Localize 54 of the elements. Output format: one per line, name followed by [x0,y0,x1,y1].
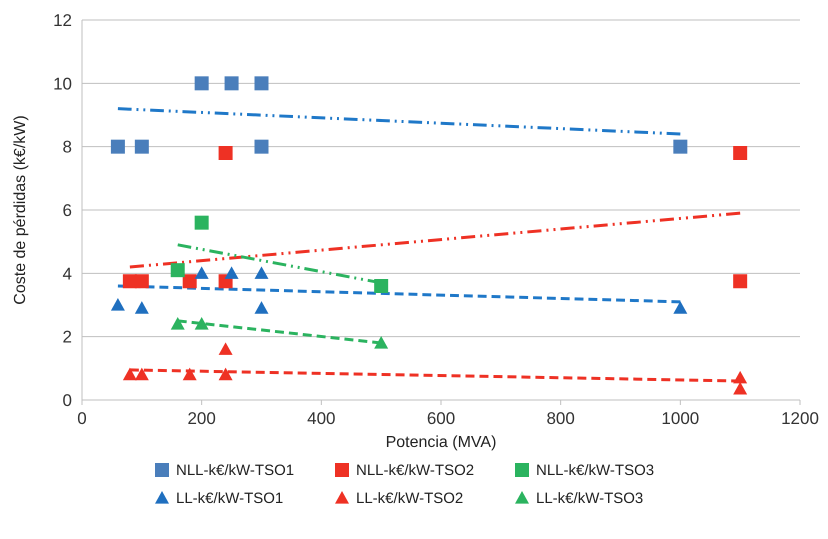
x-tick-label: 600 [426,409,456,428]
point [733,274,748,288]
legend-label: LL-k€/kW-TSO2 [356,490,464,507]
point [254,76,268,90]
y-axis-title: Coste de pérdidas (k€/kW) [12,115,29,305]
point [224,266,239,279]
legend-label: NLL-k€/kW-TSO2 [356,462,474,479]
x-tick-label: 400 [307,409,336,428]
point [194,76,209,90]
x-axis-title: Potencia (MVA) [386,434,496,451]
y-tick-label: 8 [62,138,72,157]
point [254,140,268,154]
y-tick-label: 10 [53,74,72,94]
point [182,368,197,380]
point [194,216,209,230]
point [374,279,388,293]
point [733,370,748,384]
x-tick-label: 200 [187,409,216,428]
legend-label: NLL-k€/kW-TSO1 [176,462,294,479]
point [110,140,125,154]
y-tick-label: 2 [62,328,72,347]
point [170,263,185,278]
point [673,140,688,154]
y-tick-label: 0 [62,391,72,410]
x-tick-label: 800 [546,409,575,428]
point [733,146,748,160]
point [134,301,149,314]
legend-label: LL-k€/kW-TSO3 [536,490,644,507]
y-tick-label: 4 [62,264,72,284]
point [254,266,268,279]
x-tick-label: 1200 [781,409,819,428]
point [170,317,185,330]
point [110,298,125,311]
point [182,274,197,288]
point [194,266,209,279]
point [224,76,239,90]
point [218,368,233,380]
y-tick-label: 6 [62,201,72,220]
point [134,274,149,288]
point [218,342,233,355]
point [122,368,137,380]
point [134,368,149,380]
point [218,146,233,160]
legend-label: NLL-k€/kW-TSO3 [536,462,654,479]
x-tick-label: 0 [77,409,87,428]
legend-label: LL-k€/kW-TSO1 [176,490,284,507]
point [194,317,209,330]
x-tick-label: 1000 [661,409,700,428]
point [673,301,688,314]
point [733,382,748,395]
point [374,336,388,349]
y-tick-label: 12 [53,11,72,30]
point [134,140,149,154]
point [254,301,268,314]
